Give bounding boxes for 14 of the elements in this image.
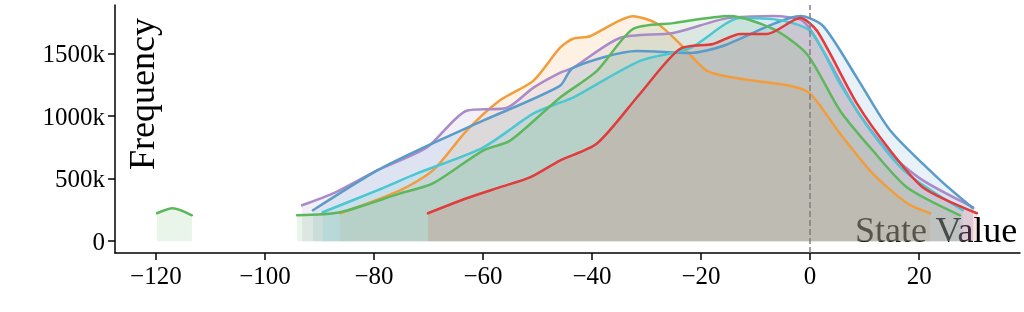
x-tick-label: −40: [572, 262, 612, 289]
x-tick-label: −100: [239, 262, 291, 289]
y-tick-label: 1500k: [42, 40, 106, 68]
x-tick-label: −20: [681, 262, 721, 289]
y-axis-title: Frequency: [122, 17, 162, 170]
x-axis-title: State Value: [855, 210, 1018, 250]
y-tick-label: 1000k: [42, 102, 106, 130]
y-tick-label: 0: [92, 227, 105, 255]
x-tick-label: 20: [906, 262, 932, 289]
x-tick-label: −60: [463, 262, 503, 289]
x-tick-label: 0: [803, 262, 817, 289]
x-tick-label: −120: [130, 262, 182, 289]
x-tick-label: −80: [354, 262, 394, 289]
y-tick-label: 500k: [55, 165, 106, 193]
